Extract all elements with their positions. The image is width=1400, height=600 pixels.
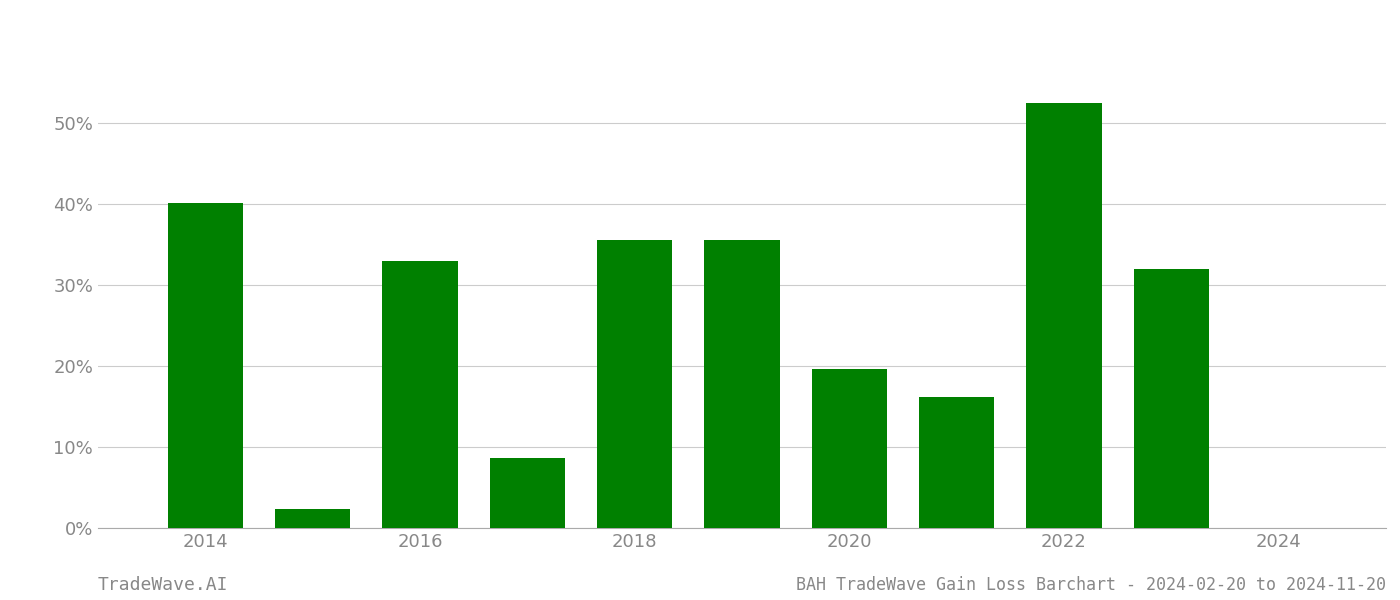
Bar [598,239,672,528]
Bar [490,458,566,528]
Bar [920,397,994,528]
Text: BAH TradeWave Gain Loss Barchart - 2024-02-20 to 2024-11-20: BAH TradeWave Gain Loss Barchart - 2024-… [797,576,1386,594]
Bar [704,239,780,528]
Bar [1134,269,1210,528]
Bar [812,369,888,528]
Text: TradeWave.AI: TradeWave.AI [98,576,228,594]
Bar [1026,103,1102,528]
Bar [168,203,244,528]
Bar [276,509,350,528]
Bar [382,260,458,528]
